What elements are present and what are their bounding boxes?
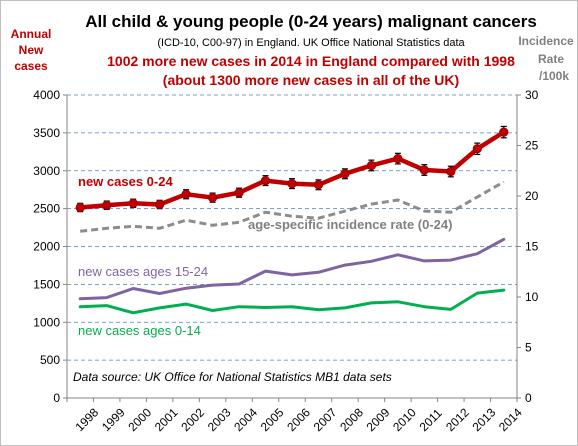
x-tick-label: 2008 <box>337 405 366 434</box>
data-point <box>472 144 482 154</box>
data-point <box>207 193 218 203</box>
series-line-new-cases-ages-0-14 <box>78 288 506 315</box>
right-tick-label: 25 <box>525 139 539 153</box>
x-tick-label: 2005 <box>258 405 287 434</box>
left-tick-label: 4000 <box>33 88 60 102</box>
data-point <box>155 199 165 210</box>
data-point <box>313 180 324 190</box>
series-line-new-cases-0-24 <box>77 129 507 210</box>
data-source-note: Data source: UK Office for National Stat… <box>73 370 392 384</box>
data-point <box>340 169 350 179</box>
left-tick-label: 1500 <box>33 277 60 291</box>
x-tick-label: 2010 <box>390 405 419 434</box>
x-tick-label: 2001 <box>152 405 181 434</box>
data-point <box>393 154 403 164</box>
left-tick-label: 500 <box>40 353 60 367</box>
left-tick-label: 3000 <box>33 164 60 178</box>
left-tick-label: 2500 <box>33 202 60 216</box>
x-tick-label: 2006 <box>284 405 313 434</box>
series-label-ages-0-14: new cases ages 0-14 <box>78 323 201 338</box>
x-tick-label: 1998 <box>72 405 101 434</box>
right-axis-label-line-2: Rate <box>538 52 564 66</box>
data-point <box>75 202 85 213</box>
x-tick-label: 2004 <box>231 405 260 434</box>
data-point <box>287 179 297 189</box>
left-axis-label-line-1: Annual <box>11 27 52 41</box>
left-axis-label-line-2: New <box>19 43 44 57</box>
right-axis-label-line-1: Incidence <box>518 34 574 48</box>
data-point <box>446 166 456 177</box>
series-label-ages-15-24: new cases ages 15-24 <box>78 264 208 279</box>
x-tick-label: 2003 <box>205 405 234 434</box>
series-layer <box>75 125 509 315</box>
x-tick-label: 2011 <box>417 406 445 434</box>
series-label-new-cases-0-24: new cases 0-24 <box>78 174 173 189</box>
left-tick-label: 0 <box>53 391 60 405</box>
x-tick-label: 2013 <box>470 405 499 434</box>
chart-subtitle: (ICD-10, C00-97) in England. UK Office N… <box>157 37 465 49</box>
right-tick-label: 20 <box>525 189 539 203</box>
x-tick-label: 2009 <box>364 405 393 434</box>
right-tick-label: 30 <box>525 88 539 102</box>
data-point <box>260 175 271 186</box>
data-point <box>419 165 429 175</box>
right-tick-label: 10 <box>525 290 539 304</box>
left-tick-label: 2000 <box>33 240 60 254</box>
data-point <box>181 189 191 199</box>
left-tick-label: 1000 <box>33 315 60 329</box>
data-point <box>366 160 377 171</box>
data-point <box>128 198 138 208</box>
series-label-incidence-rate: age-specific incidence rate (0-24) <box>248 217 452 232</box>
right-tick-label: 15 <box>525 240 539 254</box>
data-point <box>234 188 244 198</box>
data-point <box>499 127 509 137</box>
x-tick-label: 2007 <box>311 405 340 434</box>
headline-line-1: 1002 more new cases in 2014 in England c… <box>107 53 515 69</box>
left-axis-label-line-3: cases <box>14 59 48 73</box>
data-point <box>102 200 112 210</box>
x-tick-label: 2002 <box>178 405 207 434</box>
right-axis-label-line-3: /100k <box>539 69 569 83</box>
series-line-age-specific-incidence-rate-0-24 <box>80 180 505 233</box>
left-tick-label: 3500 <box>33 126 60 140</box>
x-tick-label: 2000 <box>125 405 154 434</box>
headline-line-2: (about 1300 more new cases in all of the… <box>163 72 459 88</box>
series-line-new-cases-ages-15-24 <box>78 237 506 301</box>
chart-title: All child & young people (0-24 years) ma… <box>85 12 537 31</box>
right-tick-label: 0 <box>525 391 532 405</box>
x-tick-label: 2014 <box>496 405 525 434</box>
right-tick-label: 5 <box>525 341 532 355</box>
x-tick-label: 1999 <box>99 405 128 434</box>
x-tick-label: 2012 <box>443 405 472 434</box>
